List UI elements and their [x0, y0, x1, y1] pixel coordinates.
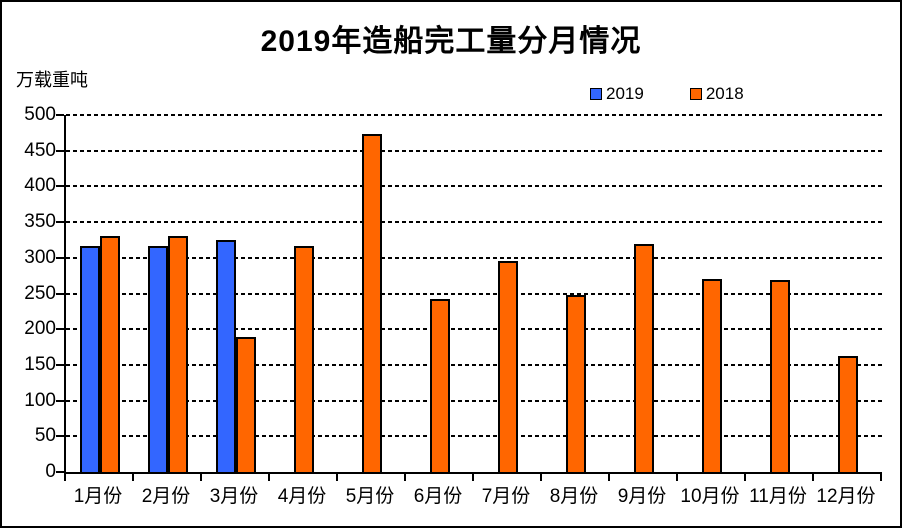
- bar-2019-1月份: [80, 246, 100, 472]
- x-tick-mark: [336, 474, 338, 481]
- bar-2018-10月份: [702, 279, 722, 472]
- legend-item-2018: 2018: [689, 84, 744, 104]
- gridline-350: [66, 221, 882, 224]
- gridline-500: [66, 114, 882, 116]
- bar-2018-12月份: [838, 356, 858, 472]
- bar-2018-7月份: [498, 261, 518, 472]
- y-axis-unit-label: 万载重吨: [16, 70, 88, 90]
- bar-2018-11月份: [770, 280, 790, 472]
- y-tick-label-300: 300: [24, 246, 56, 268]
- bar-2018-1月份: [100, 236, 120, 472]
- x-tick-mark: [64, 474, 66, 481]
- x-tick-mark: [812, 474, 814, 481]
- y-tick-mark: [56, 435, 64, 438]
- y-tick-mark: [56, 256, 64, 259]
- y-tick-label-400: 400: [24, 175, 56, 197]
- chart-title: 2019年造船完工量分月情况: [260, 25, 642, 58]
- y-tick-label-350: 350: [24, 211, 56, 233]
- x-tick-mark: [268, 474, 270, 481]
- bar-2018-4月份: [294, 246, 314, 472]
- x-category-label: 1月份: [73, 486, 123, 507]
- x-tick-mark: [880, 474, 882, 481]
- bar-2018-9月份: [634, 244, 654, 472]
- gridline-150: [66, 363, 882, 366]
- gridline-200: [66, 328, 882, 331]
- gridline-400: [66, 185, 882, 188]
- x-category-label: 10月份: [680, 486, 740, 507]
- x-category-label: 12月份: [816, 486, 876, 507]
- gridline-300: [66, 256, 882, 259]
- x-category-label: 9月份: [617, 486, 667, 507]
- y-tick-label-500: 500: [24, 104, 56, 125]
- x-category-label: 3月份: [209, 486, 259, 507]
- x-tick-mark: [676, 474, 678, 481]
- bar-2018-5月份: [362, 134, 382, 472]
- legend: 2019 2018: [590, 84, 744, 104]
- x-tick-mark: [540, 474, 542, 481]
- x-tick-mark: [132, 474, 134, 481]
- legend-swatch-icon: [590, 88, 602, 100]
- legend-label: 2019: [606, 84, 644, 103]
- legend-swatch-icon: [689, 88, 702, 100]
- x-tick-mark: [608, 474, 610, 481]
- x-tick-mark: [744, 474, 746, 481]
- bar-2019-3月份: [216, 240, 236, 472]
- y-tick-label-0: 0: [45, 461, 56, 482]
- gridline-250: [66, 292, 882, 295]
- bar-2018-3月份: [236, 337, 256, 472]
- plot-area: [64, 114, 882, 474]
- y-tick-mark: [56, 292, 64, 295]
- y-tick-label-100: 100: [24, 389, 56, 411]
- y-tick-label-150: 150: [24, 353, 56, 375]
- x-category-label: 11月份: [749, 486, 807, 507]
- bar-2019-2月份: [148, 246, 168, 472]
- gridline-50: [66, 435, 882, 438]
- y-tick-mark: [56, 363, 64, 366]
- x-category-label: 7月份: [481, 486, 531, 507]
- y-tick-mark: [56, 399, 64, 402]
- x-category-label: 2月份: [141, 486, 191, 507]
- y-tick-label-250: 250: [24, 282, 56, 304]
- legend-label: 2018: [705, 84, 744, 103]
- x-category-label: 4月份: [277, 486, 327, 507]
- x-category-label: 6月份: [413, 486, 463, 507]
- bar-2018-6月份: [430, 299, 450, 472]
- y-tick-mark: [56, 149, 64, 152]
- y-tick-label-200: 200: [24, 318, 56, 340]
- y-tick-mark: [56, 185, 64, 188]
- y-tick-mark: [56, 114, 64, 116]
- x-tick-mark: [472, 474, 474, 481]
- x-tick-mark: [200, 474, 202, 481]
- x-tick-mark: [404, 474, 406, 481]
- bar-2018-8月份: [566, 295, 586, 472]
- legend-item-2019: 2019: [590, 84, 644, 104]
- y-tick-label-50: 50: [34, 425, 56, 447]
- y-tick-label-450: 450: [24, 139, 56, 161]
- y-tick-mark: [56, 221, 64, 224]
- gridline-450: [66, 149, 882, 152]
- y-tick-mark: [56, 471, 64, 473]
- bar-2018-2月份: [168, 236, 188, 472]
- y-tick-mark: [56, 328, 64, 331]
- x-category-label: 8月份: [549, 486, 599, 507]
- gridline-100: [66, 399, 882, 402]
- x-category-label: 5月份: [345, 486, 395, 507]
